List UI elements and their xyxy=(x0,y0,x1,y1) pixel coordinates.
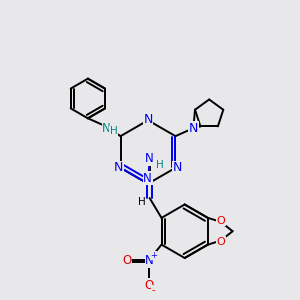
Text: N: N xyxy=(173,161,182,174)
Text: N: N xyxy=(143,113,153,126)
Text: H: H xyxy=(110,126,118,136)
Text: N: N xyxy=(143,172,152,185)
Text: N: N xyxy=(145,152,154,165)
Text: N: N xyxy=(189,122,198,135)
Text: O: O xyxy=(144,279,153,292)
Text: H: H xyxy=(156,160,164,170)
Text: O: O xyxy=(122,254,131,267)
Text: +: + xyxy=(150,251,157,260)
Text: H: H xyxy=(138,197,146,207)
Text: N: N xyxy=(145,254,154,267)
Text: N: N xyxy=(114,161,123,174)
Text: N: N xyxy=(102,122,111,135)
Text: O: O xyxy=(216,237,225,247)
Text: -: - xyxy=(152,285,155,295)
Text: O: O xyxy=(216,216,225,226)
